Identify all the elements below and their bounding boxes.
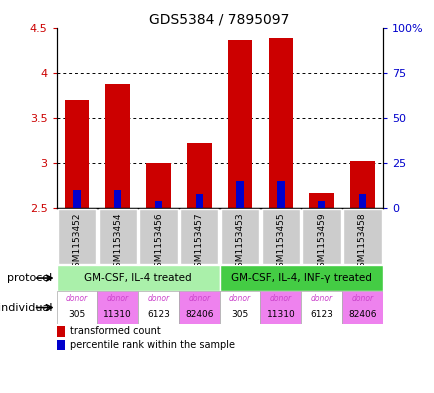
Bar xyxy=(56,265,219,291)
Text: GM-CSF, IL-4 treated: GM-CSF, IL-4 treated xyxy=(84,273,191,283)
Text: 82406: 82406 xyxy=(184,310,213,320)
Text: GSM1153454: GSM1153454 xyxy=(113,213,122,274)
FancyBboxPatch shape xyxy=(261,209,299,264)
Bar xyxy=(146,163,170,208)
Text: GSM1153457: GSM1153457 xyxy=(194,213,203,274)
Text: GSM1153453: GSM1153453 xyxy=(235,213,244,274)
Bar xyxy=(227,40,252,208)
Bar xyxy=(114,190,121,208)
Bar xyxy=(56,291,97,324)
Text: 11310: 11310 xyxy=(266,310,295,320)
Bar xyxy=(56,326,65,336)
Bar xyxy=(105,84,130,208)
Text: donor: donor xyxy=(147,294,169,303)
Text: GSM1153456: GSM1153456 xyxy=(154,213,163,274)
Bar xyxy=(155,201,162,208)
Bar xyxy=(300,291,341,324)
Bar xyxy=(138,291,178,324)
Text: protocol: protocol xyxy=(7,273,52,283)
Bar xyxy=(341,291,382,324)
Bar xyxy=(309,193,333,208)
Bar xyxy=(358,194,365,208)
Bar xyxy=(349,161,374,208)
Bar xyxy=(219,291,260,324)
FancyBboxPatch shape xyxy=(139,209,177,264)
FancyBboxPatch shape xyxy=(220,209,259,264)
Bar xyxy=(97,291,138,324)
Text: individual: individual xyxy=(0,303,52,312)
Bar xyxy=(56,340,65,351)
Title: GDS5384 / 7895097: GDS5384 / 7895097 xyxy=(149,12,289,26)
Bar xyxy=(65,100,89,208)
Bar xyxy=(195,194,203,208)
Bar xyxy=(178,291,219,324)
Text: donor: donor xyxy=(188,294,210,303)
Bar xyxy=(219,265,382,291)
Bar xyxy=(236,181,243,208)
FancyBboxPatch shape xyxy=(180,209,218,264)
Text: 6123: 6123 xyxy=(147,310,170,320)
Text: GM-CSF, IL-4, INF-γ treated: GM-CSF, IL-4, INF-γ treated xyxy=(230,273,371,283)
Text: 11310: 11310 xyxy=(103,310,132,320)
Text: donor: donor xyxy=(269,294,291,303)
Bar xyxy=(317,201,325,208)
Bar xyxy=(276,181,284,208)
FancyBboxPatch shape xyxy=(58,209,96,264)
Text: 305: 305 xyxy=(68,310,85,320)
Text: 6123: 6123 xyxy=(309,310,332,320)
Text: 82406: 82406 xyxy=(347,310,376,320)
Text: donor: donor xyxy=(66,294,88,303)
Bar xyxy=(268,39,293,208)
Text: 305: 305 xyxy=(231,310,248,320)
Text: donor: donor xyxy=(228,294,250,303)
FancyBboxPatch shape xyxy=(99,209,137,264)
Text: donor: donor xyxy=(310,294,332,303)
Text: percentile rank within the sample: percentile rank within the sample xyxy=(69,340,234,350)
Text: GSM1153452: GSM1153452 xyxy=(72,213,81,274)
Bar xyxy=(73,190,80,208)
Text: donor: donor xyxy=(106,294,128,303)
FancyBboxPatch shape xyxy=(342,209,381,264)
Bar xyxy=(260,291,300,324)
Text: GSM1153459: GSM1153459 xyxy=(316,213,326,274)
Text: transformed count: transformed count xyxy=(69,326,160,336)
Text: donor: donor xyxy=(351,294,373,303)
Bar xyxy=(187,143,211,208)
Text: GSM1153458: GSM1153458 xyxy=(357,213,366,274)
Text: GSM1153455: GSM1153455 xyxy=(276,213,285,274)
FancyBboxPatch shape xyxy=(302,209,340,264)
